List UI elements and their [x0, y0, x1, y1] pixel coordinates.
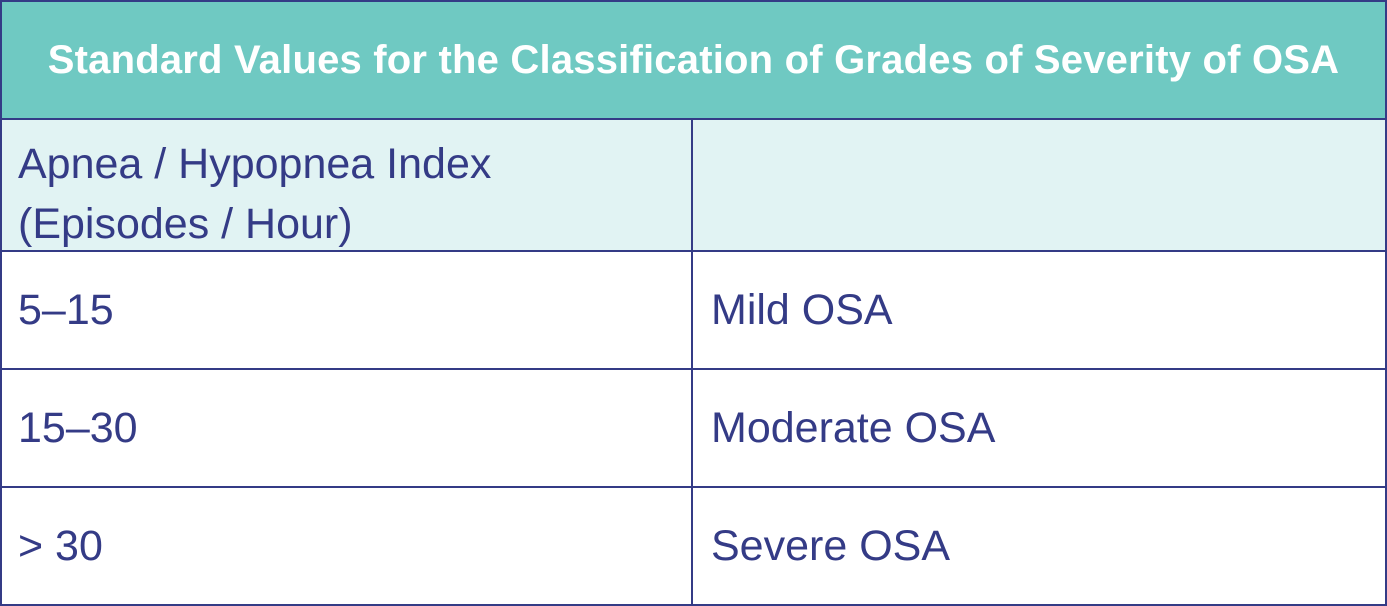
- table-title: Standard Values for the Classification o…: [47, 37, 1340, 82]
- header-cell-index: Apnea / Hypopnea Index (Episodes / Hour): [2, 120, 693, 250]
- grade-cell: Mild OSA: [711, 285, 893, 334]
- header-cell-grade: [693, 120, 1385, 250]
- range-cell: 15–30: [2, 370, 693, 486]
- table-row: 15–30 Moderate OSA: [2, 370, 1385, 488]
- range-cell: 5–15: [2, 252, 693, 368]
- table-header-row: Apnea / Hypopnea Index (Episodes / Hour): [2, 120, 1385, 252]
- grade-cell: Moderate OSA: [711, 403, 996, 452]
- header-index-line2: (Episodes / Hour): [18, 200, 353, 248]
- table-row: 5–15 Mild OSA: [2, 252, 1385, 370]
- table-row: > 30 Severe OSA: [2, 488, 1385, 604]
- header-index-line1: Apnea / Hypopnea Index: [18, 140, 492, 188]
- table-title-bar: Standard Values for the Classification o…: [2, 2, 1385, 120]
- grade-cell: Severe OSA: [711, 521, 950, 570]
- range-cell: > 30: [2, 488, 693, 604]
